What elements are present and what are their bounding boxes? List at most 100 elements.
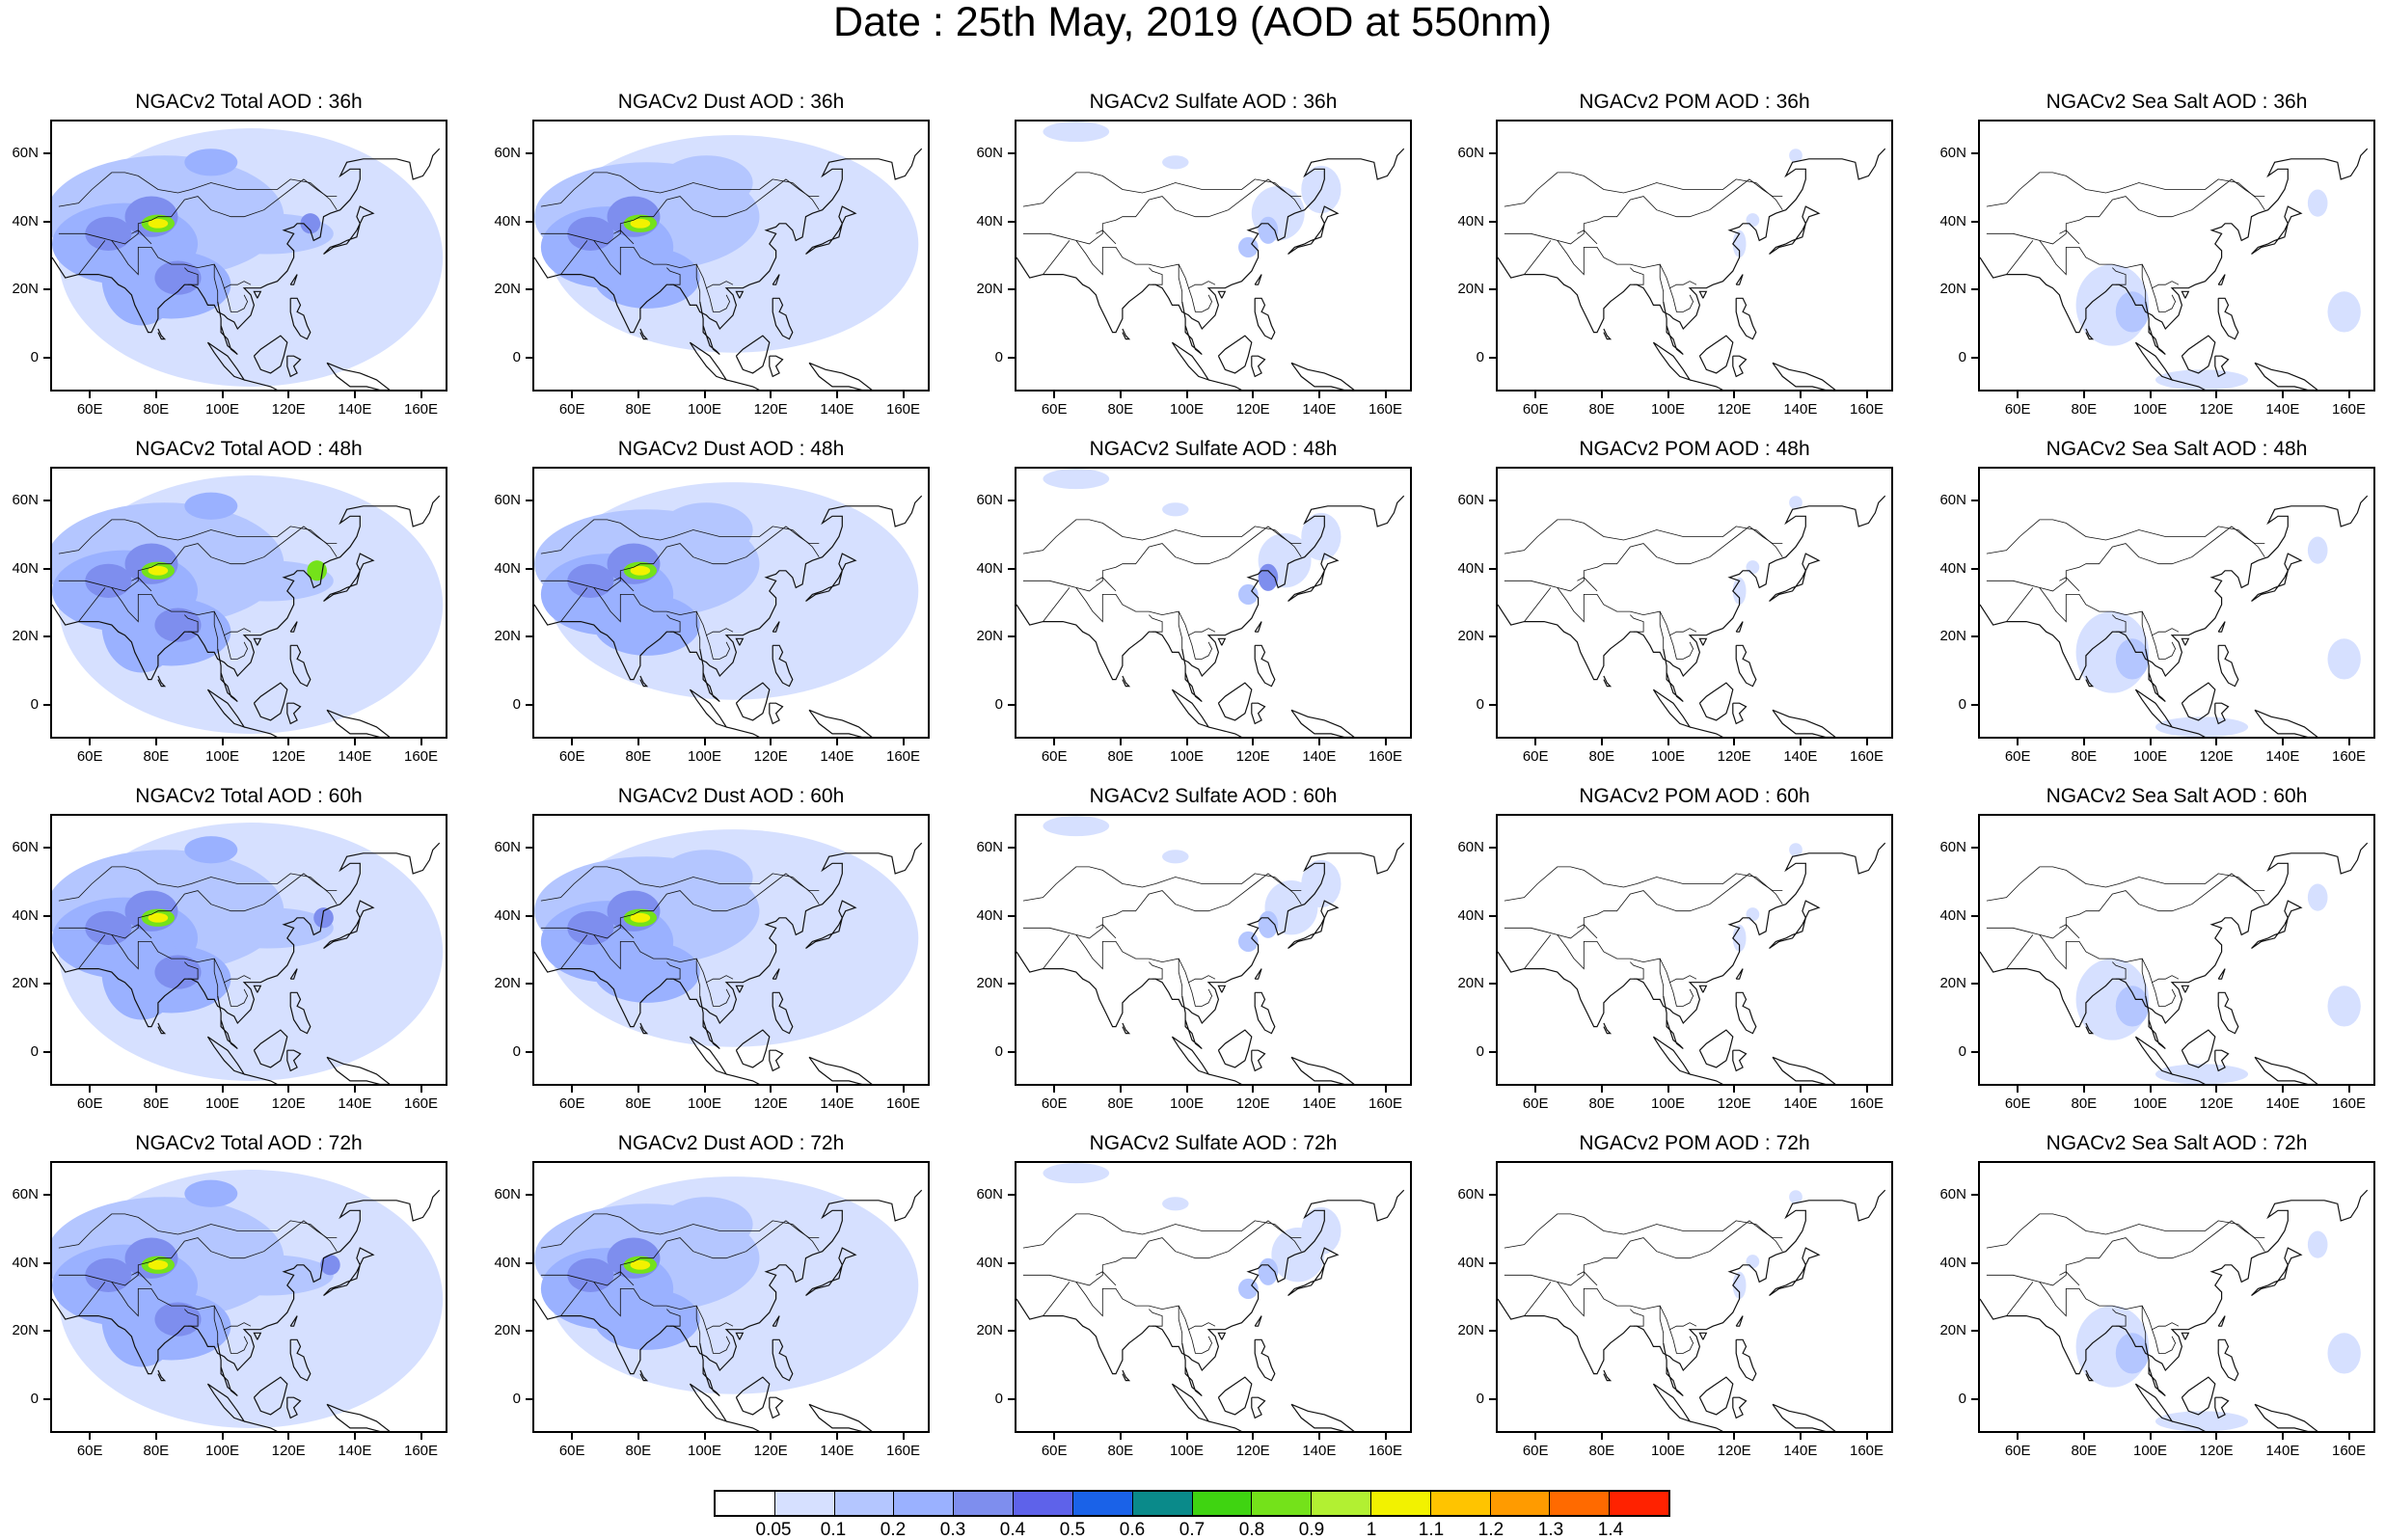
lon-tick-label: 100E <box>2133 1095 2168 1112</box>
coastline <box>326 709 391 737</box>
coastline <box>243 1073 278 1084</box>
lon-tick-label: 140E <box>820 748 854 765</box>
country-border <box>1630 267 1644 285</box>
aod-field <box>1043 469 1342 605</box>
lon-tick-label: 60E <box>2004 1443 2031 1459</box>
coastline <box>2254 1056 2318 1084</box>
coastline <box>699 995 720 1049</box>
coastline <box>286 355 302 378</box>
country-border <box>58 526 338 592</box>
coastline <box>1689 379 1723 390</box>
lat-tick-label: 20N <box>494 975 521 992</box>
country-border <box>78 587 106 622</box>
lat-tick-label: 40N <box>1939 559 1966 577</box>
lat-tick-label: 40N <box>494 1254 521 1271</box>
coastline <box>1735 991 1757 1035</box>
lon-tick-label: 60E <box>2004 748 2031 765</box>
lat-tick <box>526 703 532 706</box>
country-border <box>2039 240 2180 289</box>
coastline <box>157 1022 167 1035</box>
coastline <box>725 726 760 737</box>
lon-tick <box>1252 739 1255 745</box>
lon-tick-label: 140E <box>2265 1443 2300 1459</box>
country-border <box>1149 961 1163 980</box>
panel-title: NGACv2 Sea Salt AOD : 72h <box>2046 1132 2308 1154</box>
lat-tick <box>1489 1194 1496 1197</box>
coastline <box>769 1049 784 1072</box>
aod-map <box>52 128 444 390</box>
lat-tick <box>43 703 50 706</box>
lat-tick-label: 60N <box>976 492 1003 509</box>
coastline <box>289 968 298 980</box>
map-panel <box>1496 1161 1893 1433</box>
lat-tick-label: 60N <box>494 1186 521 1203</box>
lon-tick <box>1865 739 1868 745</box>
aod-contour <box>320 1255 340 1276</box>
lon-tick-label: 160E <box>2332 1443 2367 1459</box>
lat-tick <box>1971 1397 1978 1400</box>
country-border <box>2112 961 2127 980</box>
coastline <box>689 1383 728 1423</box>
coastline <box>725 1420 760 1431</box>
country-border <box>111 240 252 289</box>
coastline <box>1217 1376 1253 1416</box>
country-border <box>2112 614 2127 633</box>
coastline <box>243 1420 278 1431</box>
lon-tick <box>770 1433 772 1440</box>
country-border <box>540 172 820 210</box>
country-border <box>1504 873 1783 939</box>
lon-tick <box>1667 1433 1669 1440</box>
lat-tick <box>1008 152 1015 155</box>
lon-tick <box>770 739 772 745</box>
lon-tick <box>221 739 224 745</box>
aod-contour <box>567 563 614 598</box>
lon-tick-label: 80E <box>143 1443 170 1459</box>
coastline <box>1663 995 1684 1049</box>
lon-tick-label: 60E <box>76 748 103 765</box>
colorbar-label: 1 <box>1366 1520 1377 1540</box>
coastline <box>2085 328 2095 340</box>
aod-contour <box>2115 986 2150 1027</box>
aod-contour <box>1043 1163 1110 1184</box>
lon-tick <box>1053 739 1056 745</box>
lat-tick-label: 60N <box>1939 492 1966 509</box>
lat-tick <box>43 1397 50 1400</box>
aod-contour <box>567 910 614 945</box>
coastline <box>2251 205 2303 255</box>
aod-map <box>1980 842 2369 1084</box>
lat-tick-label: 20N <box>976 281 1003 298</box>
colorbar-label: 0.6 <box>1119 1520 1146 1540</box>
aod-contour <box>1732 230 1747 257</box>
lat-tick-label: 0 <box>30 1390 39 1407</box>
lon-tick <box>1252 1086 1255 1093</box>
coastline <box>1698 985 1708 993</box>
lat-tick <box>1971 847 1978 850</box>
lat-tick <box>1489 356 1496 359</box>
lat-tick-label: 20N <box>494 281 521 298</box>
country-border <box>1577 230 1598 245</box>
coastline <box>1251 702 1266 725</box>
lon-tick-label: 140E <box>2265 401 2300 418</box>
aod-contour <box>2307 1230 2328 1258</box>
colorbar-label: 1.2 <box>1477 1520 1504 1540</box>
lon-tick <box>2215 392 2218 398</box>
lat-tick-label: 0 <box>994 695 1003 713</box>
lon-tick <box>1185 1433 1188 1440</box>
lon-tick <box>1053 1086 1056 1093</box>
coastline <box>735 290 745 299</box>
lon-tick <box>420 1433 422 1440</box>
lat-tick-label: 60N <box>12 839 39 856</box>
lat-tick <box>526 914 532 917</box>
coastline <box>289 991 312 1035</box>
coastline <box>1498 148 1886 334</box>
panel-title: NGACv2 POM AOD : 48h <box>1579 438 1810 460</box>
lat-tick <box>43 1261 50 1264</box>
aod-contour <box>593 941 700 1003</box>
colorbar-swatch <box>716 1492 775 1515</box>
lon-tick-label: 100E <box>1651 1443 1686 1459</box>
lat-tick-label: 20N <box>1939 975 1966 992</box>
lon-tick-label: 100E <box>1651 1095 1686 1112</box>
lon-tick <box>1600 1433 1603 1440</box>
coastline <box>1689 1420 1723 1431</box>
country-border <box>1557 934 1697 984</box>
